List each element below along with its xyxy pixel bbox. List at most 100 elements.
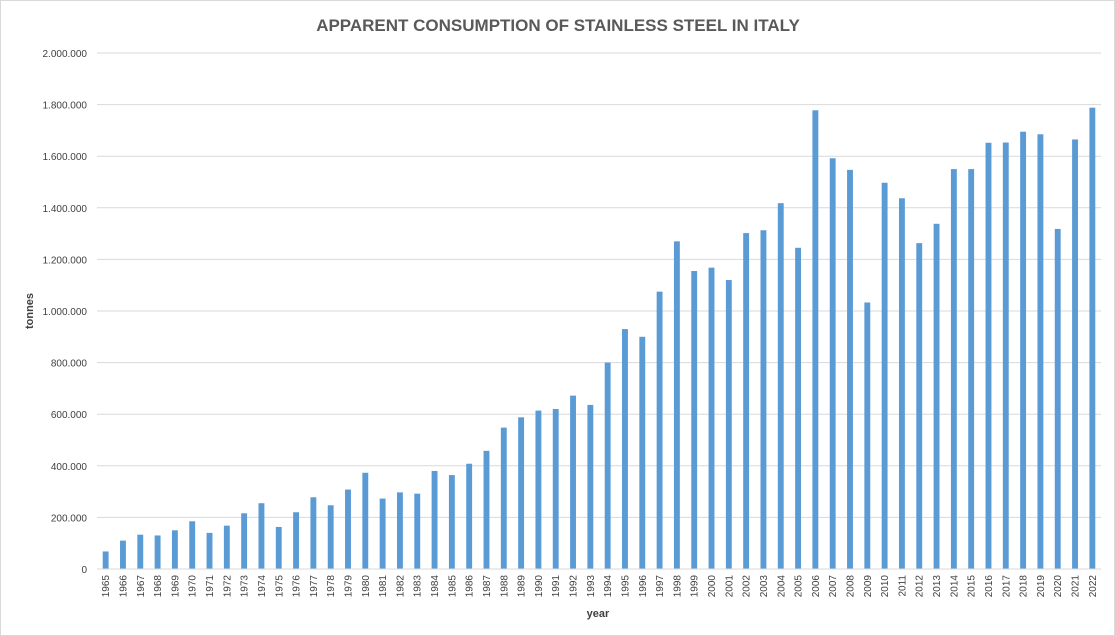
x-tick-label: 1999 (690, 575, 701, 598)
x-tick-label: 2019 (1036, 575, 1047, 598)
x-tick-label: 1982 (395, 575, 406, 598)
x-tick-label: 2022 (1088, 575, 1099, 598)
x-tick-label: 1968 (153, 575, 164, 598)
bar-2020 (1054, 228, 1061, 569)
bars (102, 107, 1096, 570)
x-tick-label: 1973 (240, 575, 251, 598)
y-axis-ticks: 0 200.000 400.000 600.000 800.000 1.000.000 1.… (43, 49, 88, 576)
bar-2019 (1037, 134, 1044, 569)
x-tick-label: 2000 (707, 575, 718, 598)
bar-1978 (327, 505, 334, 569)
x-tick-label: 2011 (897, 575, 908, 597)
x-tick-label: 1988 (499, 575, 510, 598)
x-tick-label: 1987 (482, 575, 493, 598)
x-tick-label: 2015 (967, 575, 978, 598)
bar-1979 (345, 489, 351, 569)
gridlines (97, 52, 1101, 518)
bar-1968 (154, 535, 161, 569)
x-tick-label: 1970 (188, 575, 199, 598)
x-tick-label: 1979 (344, 575, 355, 598)
bar-2003 (760, 230, 767, 569)
x-tick-label: 1971 (205, 575, 216, 598)
x-tick-label: 2010 (880, 575, 891, 598)
bar-1998 (673, 241, 680, 569)
x-tick-label: 1980 (361, 575, 372, 598)
x-tick-label: 2002 (742, 575, 753, 598)
bar-2000 (708, 267, 715, 569)
x-tick-label: 2013 (932, 575, 943, 598)
bar-1967 (137, 534, 144, 569)
bar-1969 (171, 530, 178, 569)
y-tick-label: 1.200.000 (43, 255, 88, 266)
bar-2016 (985, 142, 992, 569)
bar-2007 (829, 158, 836, 570)
bar-1976 (293, 512, 300, 569)
x-axis-title: year (587, 608, 610, 620)
bar-1974 (258, 503, 265, 569)
bar-1994 (604, 362, 611, 569)
bar-2001 (725, 280, 732, 569)
bar-1989 (518, 417, 525, 569)
y-tick-label: 600.000 (51, 410, 88, 421)
y-tick-label: 1.400.000 (43, 204, 88, 215)
bar-2012 (916, 243, 923, 569)
x-tick-label: 2012 (915, 575, 926, 598)
x-tick-label: 1995 (620, 575, 631, 598)
x-tick-label: 1984 (430, 575, 441, 598)
x-tick-label: 1966 (118, 575, 129, 598)
bar-2018 (1020, 131, 1027, 569)
x-tick-label: 1969 (170, 575, 181, 598)
bar-1985 (448, 475, 455, 569)
y-axis-title: tonnes (24, 293, 36, 329)
bar-1965 (102, 551, 109, 569)
y-tick-label: 1.000.000 (43, 307, 88, 318)
x-tick-label: 2007 (828, 575, 839, 598)
y-tick-label: 1.800.000 (43, 101, 88, 112)
bar-2014 (950, 169, 957, 569)
bar-1982 (396, 492, 403, 569)
bar-2021 (1072, 139, 1078, 569)
x-tick-label: 1994 (603, 575, 614, 598)
x-tick-label: 1981 (378, 575, 389, 598)
bar-1977 (310, 497, 317, 569)
x-tick-label: 1985 (447, 575, 458, 598)
x-tick-label: 1992 (569, 575, 580, 598)
y-tick-label: 1.600.000 (43, 152, 88, 163)
x-tick-label: 1993 (586, 575, 597, 598)
x-tick-label: 2005 (794, 575, 805, 598)
y-tick-label: 800.000 (51, 359, 88, 370)
bar-1980 (362, 472, 369, 569)
bar-2017 (1002, 142, 1009, 569)
x-tick-label: 1996 (638, 575, 649, 598)
bar-2022 (1089, 107, 1096, 570)
x-tick-label: 2016 (984, 575, 995, 598)
bar-1984 (431, 470, 438, 569)
bar-1997 (656, 291, 663, 569)
bar-1971 (206, 532, 213, 569)
bar-2005 (795, 247, 802, 570)
bar-1987 (483, 450, 490, 569)
bar-2011 (898, 198, 905, 569)
bar-1986 (466, 463, 473, 569)
bar-1999 (691, 271, 698, 569)
x-tick-label: 1976 (292, 575, 303, 598)
bar-2006 (812, 110, 819, 569)
y-tick-label: 2.000.000 (43, 49, 88, 60)
bar-1966 (120, 540, 126, 569)
x-tick-label: 1974 (257, 575, 268, 598)
x-tick-label: 1990 (534, 575, 545, 598)
bar-1970 (189, 521, 196, 569)
x-tick-label: 2014 (949, 575, 960, 598)
bar-2009 (864, 302, 871, 569)
x-tick-label: 2003 (759, 575, 770, 598)
bar-1995 (622, 329, 628, 569)
x-tick-label: 1997 (655, 575, 666, 598)
chart-title: APPARENT CONSUMPTION OF STAINLESS STEEL … (316, 16, 800, 35)
bar-2015 (968, 169, 975, 569)
x-tick-label: 2006 (811, 575, 822, 598)
bar-1973 (241, 513, 248, 569)
y-tick-label: 0 (81, 565, 87, 576)
x-tick-label: 2018 (1019, 575, 1030, 598)
bar-1996 (639, 336, 646, 569)
